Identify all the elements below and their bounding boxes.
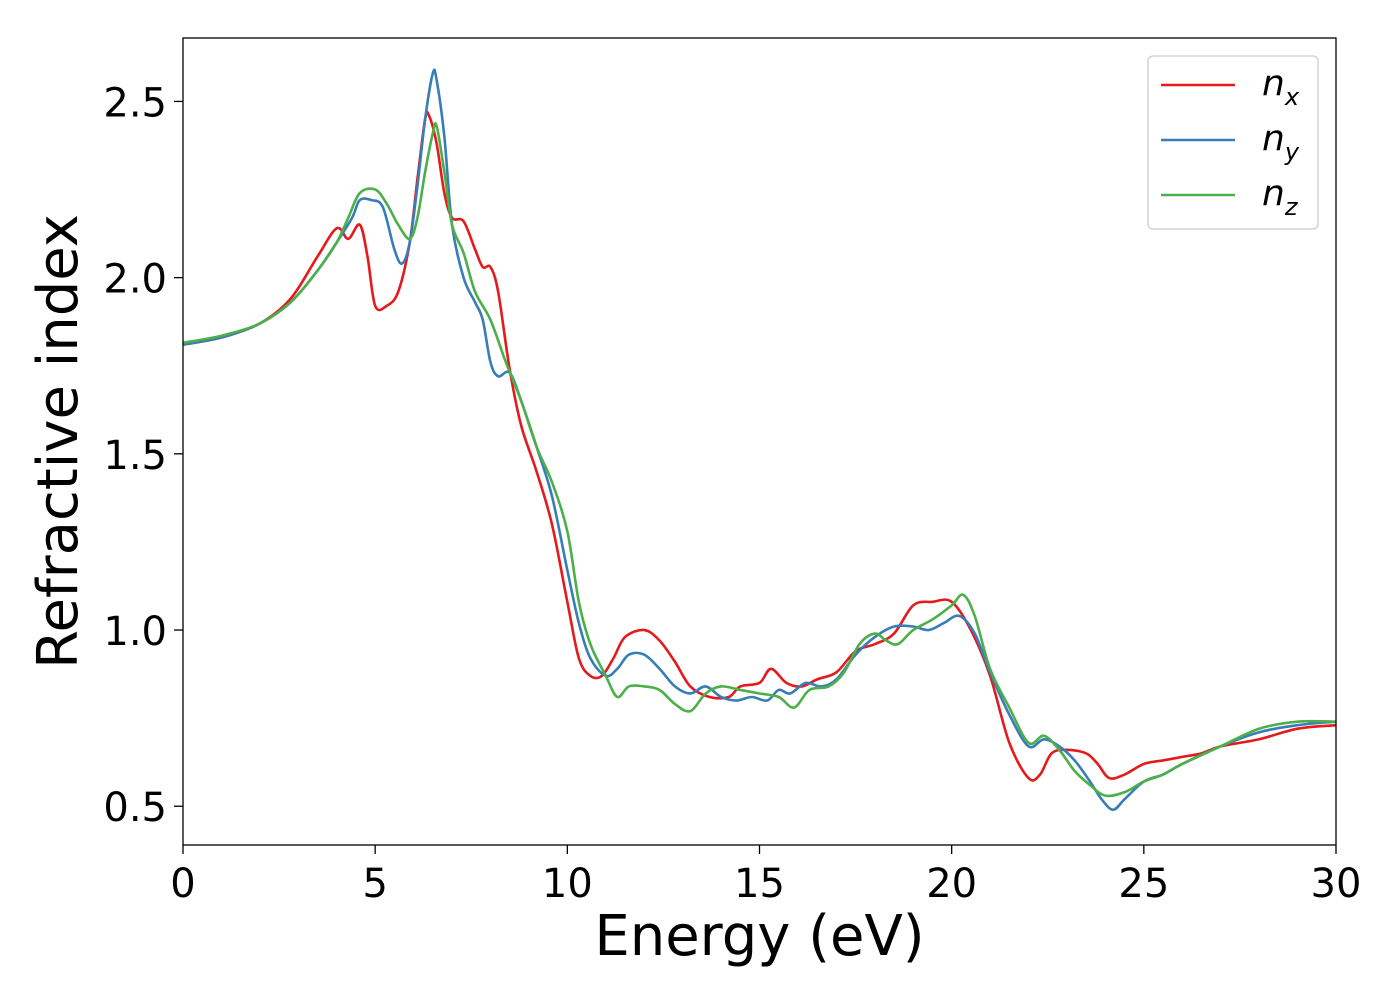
series-line-z xyxy=(182,122,1337,798)
series-line-y xyxy=(182,68,1337,812)
x-tick-label: 0 xyxy=(170,861,195,907)
y-axis: 0.5 1.0 1.5 2.0 2.5 xyxy=(103,80,183,831)
x-tick-label: 10 xyxy=(542,861,593,907)
legend: nx ny nz xyxy=(1147,55,1319,230)
x-tick-label: 15 xyxy=(734,861,785,907)
legend-label-x: nx xyxy=(1262,63,1300,111)
y-tick-label: 0.5 xyxy=(103,785,167,831)
legend-label-z: nz xyxy=(1262,173,1299,221)
y-axis-title: Refractive index xyxy=(26,214,91,669)
series-layer xyxy=(182,68,1337,812)
x-axis: 0 5 10 15 20 25 30 xyxy=(170,845,1361,907)
x-tick-label: 30 xyxy=(1311,861,1362,907)
x-tick-label: 20 xyxy=(926,861,977,907)
y-tick-label: 2.5 xyxy=(103,80,167,126)
x-axis-title: Energy (eV) xyxy=(594,904,924,969)
y-tick-label: 2.0 xyxy=(103,257,167,303)
y-tick-label: 1.0 xyxy=(103,609,167,655)
legend-box xyxy=(1147,55,1319,230)
x-tick-label: 5 xyxy=(362,861,387,907)
x-tick-label: 25 xyxy=(1118,861,1169,907)
y-tick-label: 1.5 xyxy=(103,433,167,479)
legend-label-y: ny xyxy=(1262,118,1300,166)
